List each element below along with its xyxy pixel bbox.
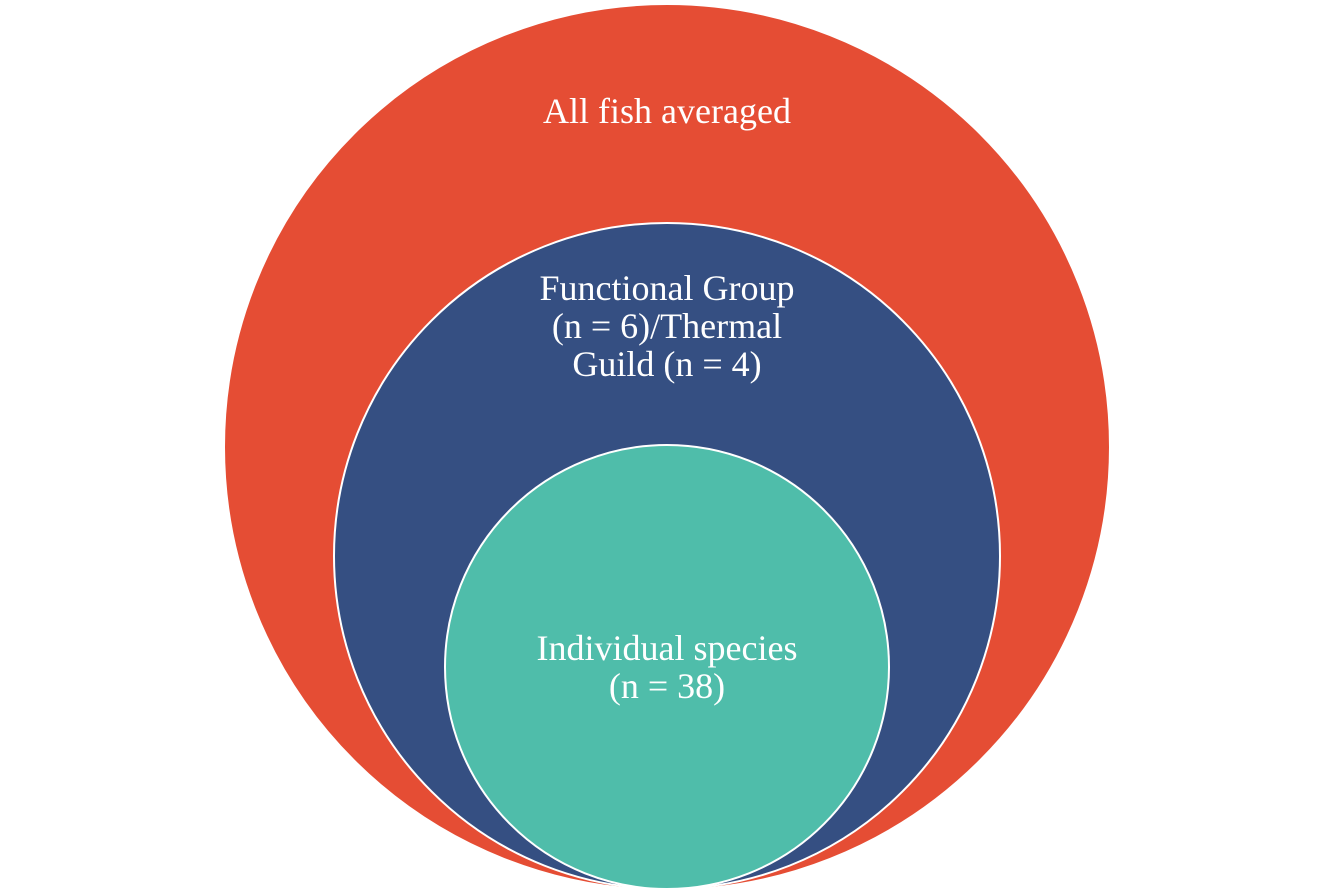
functional-group-label-line: Functional Group — [539, 268, 795, 308]
individual-species-label-line: (n = 38) — [608, 666, 726, 706]
functional-group-label: Functional Group (n = 6)/Thermal Guild (… — [467, 269, 867, 383]
individual-species-circle — [444, 444, 890, 890]
functional-group-label-line: (n = 6)/Thermal — [551, 306, 783, 346]
all-fish-label: All fish averaged — [467, 92, 867, 130]
all-fish-label-text: All fish averaged — [543, 91, 791, 131]
individual-species-label-line: Individual species — [536, 628, 798, 668]
functional-group-label-line: Guild (n = 4) — [572, 344, 762, 384]
individual-species-label: Individual species (n = 38) — [467, 629, 867, 705]
